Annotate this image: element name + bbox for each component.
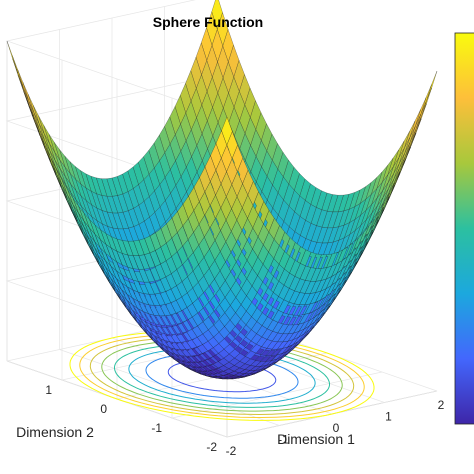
y-tick-label: 1 bbox=[45, 383, 52, 397]
surface-mesh bbox=[6, 0, 438, 380]
chart-title: Sphere Function bbox=[153, 14, 263, 30]
surface-patch bbox=[420, 84, 432, 115]
x-tick-label: 0 bbox=[333, 421, 340, 435]
colorbar bbox=[454, 32, 474, 425]
y-tick-label: -2 bbox=[206, 440, 217, 454]
surface-patch bbox=[22, 81, 34, 112]
surface-patch bbox=[415, 101, 427, 131]
x-tick-labels: -2 -1 0 1 2 bbox=[226, 398, 445, 458]
surface-patch bbox=[415, 97, 427, 127]
x-tick-label: -1 bbox=[278, 433, 289, 447]
x-tick-label: 1 bbox=[385, 410, 392, 424]
surface-patch bbox=[6, 40, 18, 74]
colorbar-gradient bbox=[454, 32, 474, 425]
y-tick-label: 0 bbox=[100, 402, 107, 416]
x-tick-label: 2 bbox=[438, 398, 445, 412]
y-tick-labels: -2 -1 0 1 bbox=[45, 383, 217, 454]
y-tick-label: -1 bbox=[151, 421, 162, 435]
x-axis-label: Dimension 1 bbox=[277, 431, 355, 447]
y-axis-label: Dimension 2 bbox=[16, 424, 94, 440]
x-tick-label: -2 bbox=[226, 444, 237, 458]
